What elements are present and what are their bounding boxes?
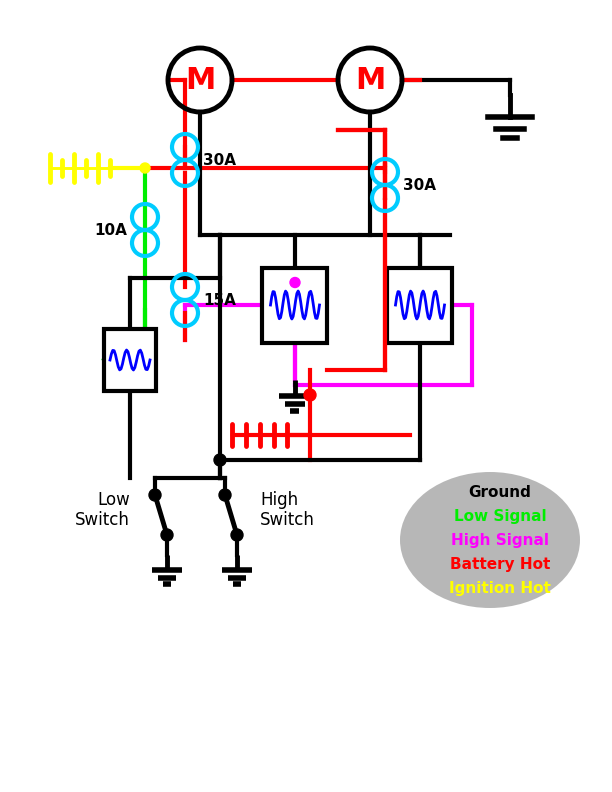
Text: Ground: Ground xyxy=(469,485,531,500)
Text: Low
Switch: Low Switch xyxy=(75,490,130,529)
FancyBboxPatch shape xyxy=(387,268,452,342)
Ellipse shape xyxy=(400,472,580,608)
FancyBboxPatch shape xyxy=(104,329,156,391)
Circle shape xyxy=(304,389,316,401)
Text: 30A: 30A xyxy=(403,177,436,192)
Text: M: M xyxy=(355,66,385,94)
Text: M: M xyxy=(185,66,215,94)
Circle shape xyxy=(149,489,161,501)
Circle shape xyxy=(219,489,231,501)
Circle shape xyxy=(161,529,173,541)
FancyBboxPatch shape xyxy=(263,268,327,342)
Circle shape xyxy=(290,277,300,287)
Circle shape xyxy=(214,454,226,466)
Text: 30A: 30A xyxy=(203,153,236,167)
Circle shape xyxy=(140,163,150,173)
Text: High
Switch: High Switch xyxy=(260,490,315,529)
Text: 15A: 15A xyxy=(203,292,236,307)
Text: Low Signal: Low Signal xyxy=(453,508,547,524)
Text: Battery Hot: Battery Hot xyxy=(450,557,550,572)
Circle shape xyxy=(231,529,243,541)
Text: 10A: 10A xyxy=(94,223,127,238)
Text: Ignition Hot: Ignition Hot xyxy=(449,581,551,596)
Text: High Signal: High Signal xyxy=(451,532,549,547)
